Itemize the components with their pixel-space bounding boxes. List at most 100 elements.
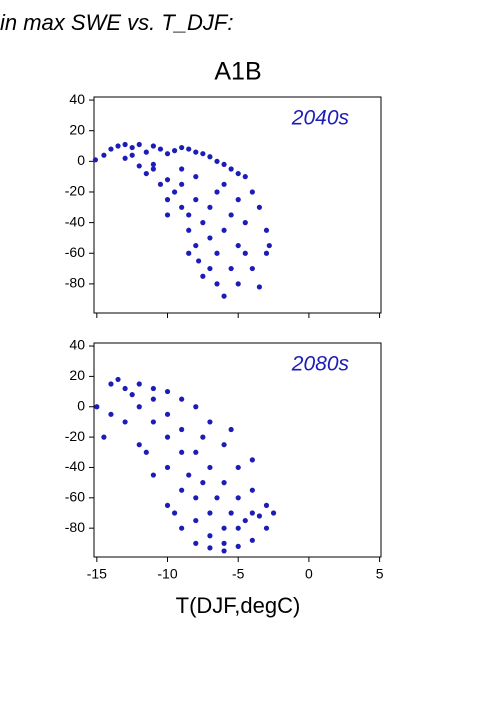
point (171, 510, 178, 516)
point (150, 143, 156, 149)
y-tick-label: 20 (69, 121, 85, 137)
point (179, 144, 185, 151)
point (249, 510, 255, 516)
point (193, 449, 199, 455)
point (270, 510, 277, 516)
point (221, 548, 227, 554)
point (179, 525, 185, 531)
point (143, 149, 149, 155)
point (101, 434, 107, 440)
point (200, 480, 206, 486)
point (235, 242, 241, 249)
x-tick-label: 5 (376, 566, 384, 582)
point (256, 284, 263, 290)
point (207, 265, 213, 272)
point (207, 235, 213, 241)
point (150, 166, 156, 172)
point (207, 464, 213, 471)
point (249, 487, 255, 493)
y-tick-label: 0 (77, 152, 85, 168)
x-tick-label: -15 (87, 566, 107, 582)
point (143, 449, 149, 455)
point (150, 419, 156, 425)
point (249, 537, 255, 543)
point (221, 540, 227, 546)
point (249, 189, 255, 195)
point (122, 419, 128, 425)
point (136, 442, 142, 448)
point (136, 404, 142, 410)
point (150, 396, 156, 402)
point (108, 411, 114, 417)
point (157, 181, 164, 187)
point (263, 525, 270, 531)
y-tick-label: -20 (65, 428, 85, 444)
point (193, 242, 199, 249)
point (171, 189, 178, 195)
point (249, 265, 255, 272)
point (228, 166, 234, 172)
point (179, 166, 185, 172)
point (164, 151, 171, 157)
point (235, 525, 241, 531)
point (266, 242, 272, 249)
y-tick-label: -20 (65, 183, 85, 199)
point (207, 204, 213, 210)
point (193, 540, 199, 546)
point (186, 146, 192, 152)
point (186, 212, 192, 218)
point (193, 149, 199, 155)
point (129, 152, 135, 158)
point (157, 146, 164, 152)
point (129, 392, 135, 398)
point (235, 197, 241, 203)
point (164, 502, 171, 508)
point (164, 197, 171, 203)
point (94, 404, 100, 410)
y-tick-label: 40 (69, 91, 85, 107)
point (256, 204, 263, 210)
point (256, 513, 263, 519)
y-tick-label: -40 (65, 458, 85, 474)
point (214, 250, 220, 256)
point (207, 545, 213, 551)
point (242, 220, 248, 226)
y-tick-label: 40 (69, 337, 85, 353)
point (136, 163, 142, 169)
y-tick-label: 20 (69, 367, 85, 383)
point (108, 381, 114, 387)
point (164, 212, 171, 218)
point (171, 148, 178, 154)
point (92, 157, 99, 163)
point (164, 388, 171, 395)
point (242, 517, 248, 524)
point (221, 181, 227, 187)
x-tick-label: 0 (305, 566, 313, 582)
point (207, 533, 213, 539)
point (179, 426, 185, 433)
point (200, 273, 206, 279)
annotation: 2040s (291, 107, 350, 130)
point (221, 480, 227, 486)
point (122, 155, 128, 161)
point (193, 197, 199, 203)
point (228, 212, 234, 218)
point (122, 385, 128, 392)
point (143, 170, 149, 177)
point (129, 144, 135, 151)
point (101, 152, 107, 158)
x-tick-label: -5 (232, 566, 245, 582)
point (207, 154, 213, 160)
point (235, 543, 241, 549)
point (263, 250, 270, 256)
point (164, 177, 171, 183)
point (214, 281, 220, 287)
point (235, 464, 241, 471)
point (207, 510, 213, 516)
point (193, 517, 199, 524)
point (200, 434, 206, 440)
point (214, 158, 220, 164)
x-tick-label: -10 (157, 566, 177, 582)
point (196, 258, 202, 264)
point (122, 141, 128, 148)
